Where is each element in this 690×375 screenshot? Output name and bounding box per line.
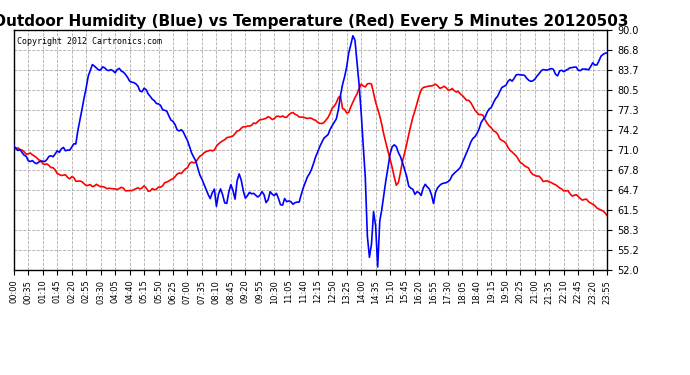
Text: Copyright 2012 Cartronics.com: Copyright 2012 Cartronics.com xyxy=(17,37,161,46)
Title: Outdoor Humidity (Blue) vs Temperature (Red) Every 5 Minutes 20120503: Outdoor Humidity (Blue) vs Temperature (… xyxy=(0,14,629,29)
